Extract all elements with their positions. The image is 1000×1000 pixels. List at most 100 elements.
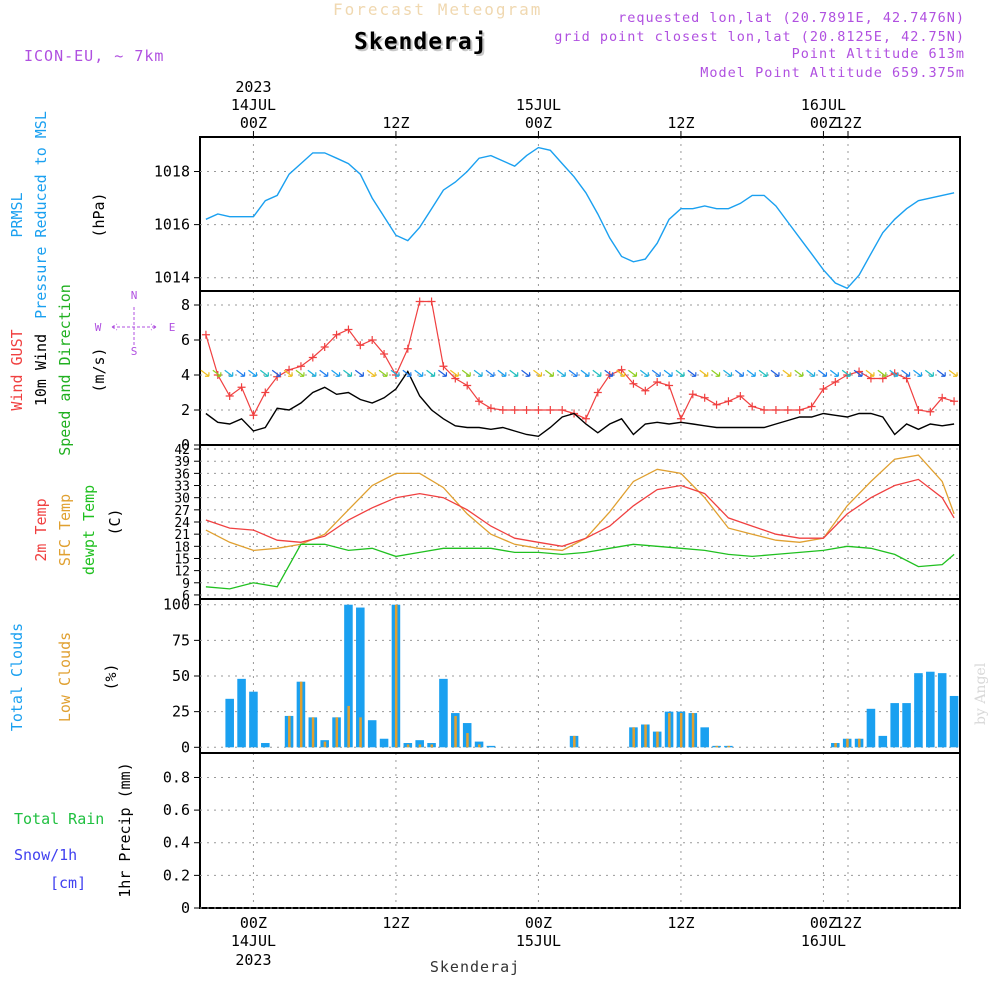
pressure-panel: 1014 1016 1018 PRMSL Pressure Reduced to MSL… bbox=[8, 111, 961, 319]
precip-panel-frame bbox=[199, 752, 961, 909]
gust-marker bbox=[558, 406, 567, 414]
total-clouds-label: Total Clouds bbox=[8, 623, 26, 731]
total-cloud-bar bbox=[367, 720, 377, 748]
y-tick-label: 1014 bbox=[154, 269, 190, 287]
credit-label: by Angel bbox=[973, 662, 989, 725]
low-cloud-bar bbox=[668, 713, 671, 748]
precip-label: 1hr Precip (mm) bbox=[116, 762, 134, 897]
wind-direction-arrow bbox=[236, 369, 246, 377]
gust-marker bbox=[510, 406, 519, 414]
gust-marker bbox=[581, 414, 590, 423]
pressure-panel-frame bbox=[199, 136, 961, 292]
dewpt-series bbox=[205, 543, 955, 590]
y-tick-label: 33 bbox=[174, 480, 190, 495]
low-cloud-bar bbox=[406, 744, 410, 748]
wind-direction-arrow bbox=[889, 369, 899, 377]
gust-marker bbox=[926, 407, 935, 416]
y-tick-label: 6 bbox=[182, 589, 190, 604]
compass-west: W bbox=[95, 321, 102, 334]
y-tick-label: 1018 bbox=[154, 163, 190, 181]
wind-direction-arrow bbox=[497, 369, 507, 377]
wind-direction-arrow bbox=[734, 369, 744, 377]
total-cloud-bar bbox=[249, 691, 258, 748]
low-cloud-bar bbox=[288, 715, 291, 748]
gust-marker bbox=[225, 392, 234, 400]
low-cloud-bar bbox=[335, 717, 339, 748]
wind-direction-arrow bbox=[307, 369, 317, 377]
gust-marker bbox=[320, 343, 329, 351]
wind-direction-arrow bbox=[782, 369, 792, 377]
gust-marker bbox=[332, 330, 341, 339]
total-cloud-bar bbox=[486, 745, 496, 748]
low-cloud-bar bbox=[691, 713, 695, 748]
y-tick-label: 25 bbox=[172, 703, 190, 721]
gust-label: Wind GUST bbox=[8, 329, 26, 410]
wind-direction-arrow bbox=[212, 369, 222, 377]
bottom-tick-label: 12Z bbox=[382, 914, 409, 932]
wind-direction-arrow bbox=[343, 369, 353, 377]
wind-direction-arrow bbox=[224, 369, 234, 377]
total-cloud-bar bbox=[344, 604, 353, 748]
gust-marker bbox=[665, 381, 674, 390]
wind-direction-arrow bbox=[639, 369, 649, 377]
wind-direction-arrow bbox=[687, 369, 697, 377]
gust-marker bbox=[676, 414, 685, 423]
wind-direction-arrow bbox=[485, 369, 495, 377]
low-cloud-bar bbox=[834, 743, 837, 748]
y-tick-label: 24 bbox=[174, 516, 190, 531]
low-cloud-bar bbox=[359, 717, 362, 748]
bottom-date-label: 15JUL bbox=[516, 932, 561, 950]
gust-marker bbox=[736, 392, 745, 400]
grid-point-coords: grid point closest lon,lat (20.8125E, 42… bbox=[554, 29, 965, 45]
total-cloud-bar bbox=[225, 698, 234, 748]
temp-unit: (C) bbox=[106, 508, 124, 535]
y-tick-label: 27 bbox=[174, 504, 190, 519]
wind-direction-arrow bbox=[438, 369, 448, 377]
low-cloud-bar bbox=[478, 744, 481, 748]
bottom-tick-label: 12Z bbox=[667, 914, 694, 932]
low-cloud-bar bbox=[715, 745, 719, 748]
y-tick-label: 100 bbox=[163, 596, 190, 614]
gust-marker bbox=[380, 350, 389, 358]
wind-direction-arrow bbox=[853, 369, 863, 377]
low-cloud-bar bbox=[644, 724, 647, 748]
wind-direction-arrow bbox=[461, 369, 471, 377]
y-tick-label: 6 bbox=[181, 331, 190, 349]
wind-direction-arrow bbox=[449, 369, 459, 377]
bottom-tick-label: 12Z bbox=[834, 914, 861, 932]
wind-panel-frame bbox=[199, 290, 961, 446]
wind-direction-arrow bbox=[556, 369, 566, 377]
gust-marker bbox=[498, 406, 507, 414]
gust-marker bbox=[783, 406, 792, 414]
panels: 1014 1016 1018 PRMSL Pressure Reduced to MSL… bbox=[8, 111, 961, 917]
compass-north: N bbox=[131, 289, 138, 302]
total-cloud-bar bbox=[237, 678, 246, 748]
gust-marker bbox=[356, 341, 365, 350]
gust-marker bbox=[308, 353, 317, 362]
wind-direction-arrow bbox=[414, 369, 424, 377]
low-cloud-bar bbox=[299, 681, 303, 748]
y-tick-label: 0 bbox=[181, 738, 190, 756]
total-cloud-bar bbox=[379, 738, 389, 748]
wind-direction-arrow bbox=[901, 369, 911, 377]
temp2m-label: 2m Temp bbox=[32, 498, 50, 561]
wind-direction-arrow bbox=[378, 369, 388, 377]
gust-marker bbox=[249, 411, 258, 420]
total-cloud-bar bbox=[926, 671, 935, 748]
wind-direction-arrow bbox=[865, 369, 875, 377]
temp2m-series bbox=[205, 478, 955, 547]
gust-marker bbox=[617, 365, 626, 374]
y-tick-label: 0.6 bbox=[163, 801, 190, 819]
total-cloud-bar bbox=[878, 735, 888, 748]
gust-marker bbox=[415, 297, 424, 306]
app-title: Forecast Meteogram bbox=[333, 0, 542, 19]
y-tick-label: 0.2 bbox=[163, 866, 190, 884]
gust-marker bbox=[546, 406, 555, 414]
wind-direction-arrow bbox=[616, 369, 626, 377]
gust-marker bbox=[463, 381, 472, 390]
gust-marker bbox=[261, 388, 270, 397]
gust-marker bbox=[807, 402, 816, 411]
low-cloud-bar bbox=[418, 744, 422, 748]
wind-panel: 0 2 4 6 8 Wind GUST 10m Wind Speed and Directio… bbox=[8, 284, 961, 456]
wind-direction-arrow bbox=[806, 369, 816, 377]
